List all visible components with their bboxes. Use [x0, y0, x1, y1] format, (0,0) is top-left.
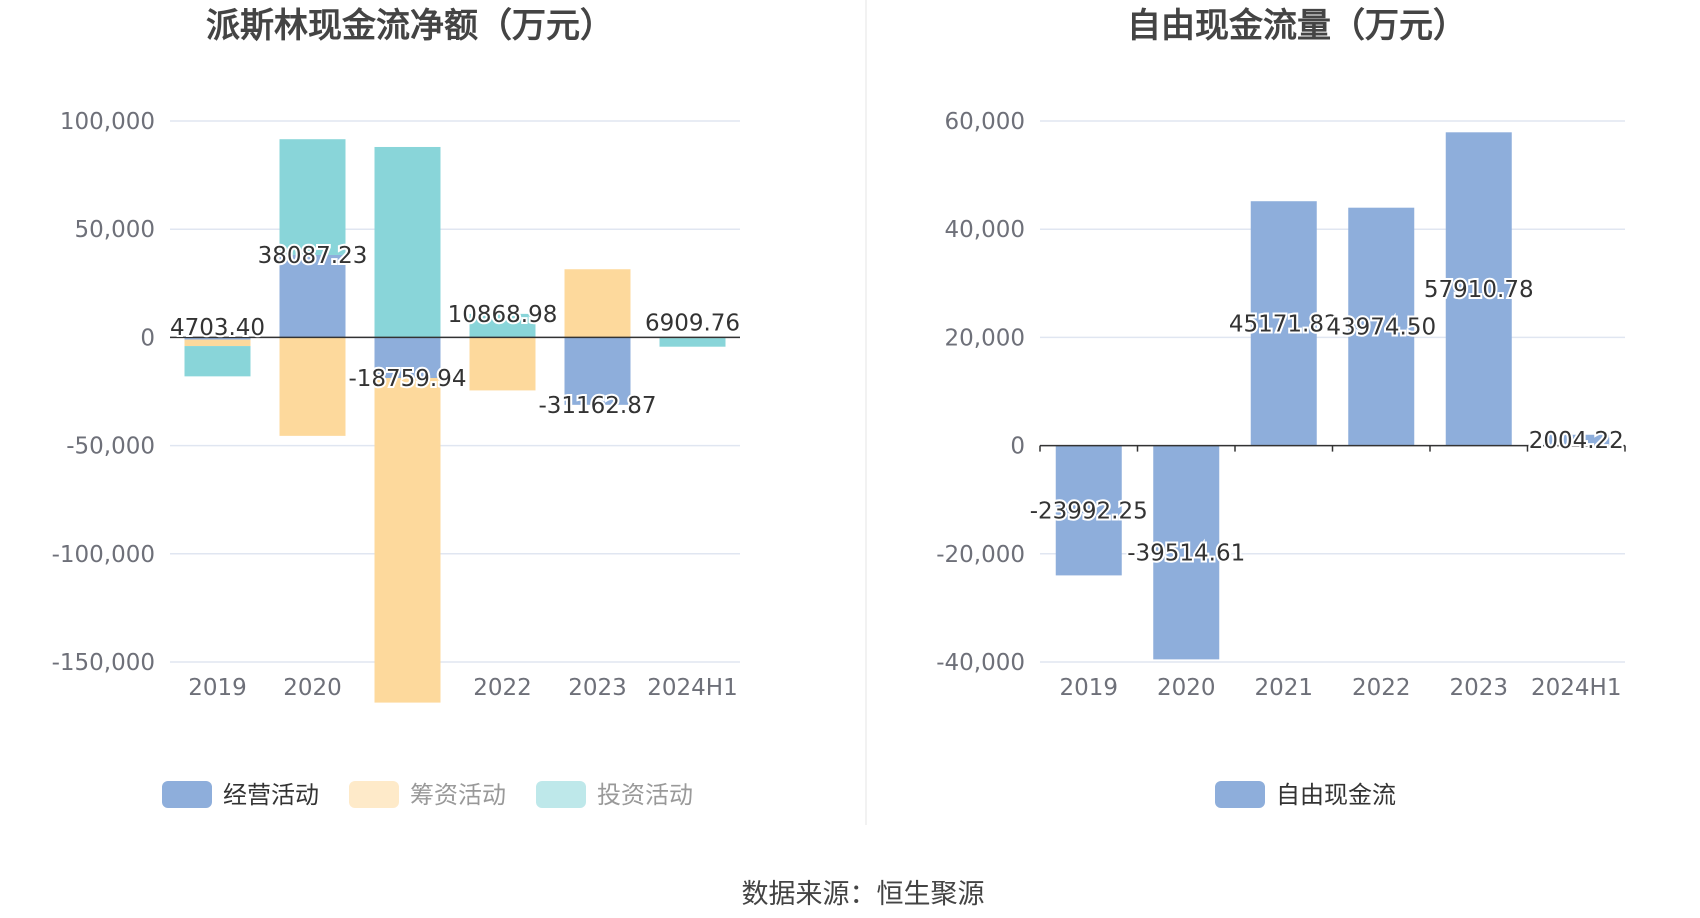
left-bar-投资活动 — [659, 338, 726, 347]
left-bar-筹资活动 — [469, 337, 536, 391]
left-x-tick-label: 2024H1 — [647, 675, 737, 701]
right-data-label: 43974.50 — [1326, 315, 1436, 341]
left-data-label: 6909.76 — [645, 310, 740, 336]
chart-title-left: 派斯林现金流净额（万元） — [206, 6, 614, 46]
right-y-tick-label: 0 — [1010, 434, 1025, 460]
left-y-tick-label: 100,000 — [60, 109, 155, 135]
left-bar-经营活动 — [564, 337, 631, 405]
right-bar-自由现金流 — [1055, 445, 1122, 576]
left-legend-label: 筹资活动 — [410, 781, 506, 809]
source-note: 数据来源：恒生聚源 — [742, 879, 985, 910]
right-data-label: 45171.82 — [1229, 311, 1339, 337]
right-x-tick-label: 2021 — [1254, 675, 1313, 701]
left-grid: 100,000 50,000 0 -50,000 -100,000 -150,000 201… — [52, 109, 740, 701]
right-x-tick-label: 2024H1 — [1531, 675, 1621, 701]
left-y-tick-label: 50,000 — [75, 217, 155, 243]
left-bar-筹资活动 — [279, 337, 346, 436]
right-bar-自由现金流 — [1445, 132, 1512, 446]
left-bar-筹资活动 — [184, 339, 251, 347]
right-y-tick-label: -20,000 — [936, 542, 1025, 568]
left-legend-label: 投资活动 — [597, 781, 693, 809]
right-legend: 自由现金流 — [1215, 781, 1396, 809]
left-data-label: 10868.98 — [448, 302, 558, 328]
left-legend-label: 经营活动 — [223, 781, 319, 809]
right-x-tick-label: 2022 — [1352, 675, 1411, 701]
right-bars — [1039, 132, 1626, 660]
left-y-tick-label: 0 — [140, 325, 155, 351]
left-data-label: 4703.40 — [170, 315, 265, 341]
left-y-tick-label: -50,000 — [66, 434, 155, 460]
left-x-tick-label: 2023 — [568, 675, 627, 701]
chart-title-right: 自由现金流量（万元） — [1127, 6, 1467, 46]
left-bars — [170, 139, 740, 703]
left-legend-swatch — [349, 781, 399, 808]
right-bar-自由现金流 — [1153, 445, 1220, 660]
left-x-tick-label: 2020 — [283, 675, 342, 701]
left-bar-投资活动 — [184, 346, 251, 377]
left-bar-经营活动 — [374, 337, 441, 378]
left-data-labels: 4703.40 38087.23 -18759.94 10868.98 -31162.8… — [168, 241, 742, 421]
right-data-label: -23992.25 — [1030, 498, 1148, 524]
left-bar-经营活动 — [279, 254, 346, 338]
right-y-tick-label: 20,000 — [945, 325, 1025, 351]
left-legend-swatch — [536, 781, 586, 808]
left-bar-投资活动 — [374, 146, 441, 338]
left-x-tick-label: 2022 — [473, 675, 532, 701]
left-bar-投资活动 — [279, 139, 346, 255]
left-data-label: -18759.94 — [348, 366, 466, 392]
left-legend: 经营活动 筹资活动 投资活动 — [162, 781, 693, 809]
right-legend-label: 自由现金流 — [1276, 781, 1396, 809]
left-bar-筹资活动 — [564, 269, 631, 338]
left-bar-经营活动 — [184, 337, 251, 340]
right-bar-自由现金流 — [1250, 201, 1317, 446]
left-bar-筹资活动 — [374, 377, 441, 703]
right-x-tick-label: 2020 — [1157, 675, 1216, 701]
right-legend-swatch — [1215, 781, 1265, 808]
left-legend-swatch — [162, 781, 212, 808]
left-data-label: -31162.87 — [538, 393, 656, 419]
right-data-label: 2004.22 — [1529, 428, 1624, 454]
right-y-tick-label: 40,000 — [945, 217, 1025, 243]
right-data-label: -39514.61 — [1127, 540, 1245, 566]
right-bar-自由现金流 — [1348, 207, 1415, 446]
right-x-tick-label: 2023 — [1449, 675, 1508, 701]
right-grid: 60,000 40,000 20,000 0 -20,000 -40,000 2019 202… — [936, 109, 1625, 701]
right-data-label: 57910.78 — [1424, 277, 1534, 303]
right-y-tick-label: -40,000 — [936, 650, 1025, 676]
left-y-tick-label: -100,000 — [52, 542, 155, 568]
left-x-tick-label: 2019 — [188, 675, 247, 701]
right-y-tick-label: 60,000 — [945, 109, 1025, 135]
left-y-tick-label: -150,000 — [52, 650, 155, 676]
left-bar-投资活动 — [469, 313, 536, 338]
right-x-tick-label: 2019 — [1059, 675, 1118, 701]
left-data-label: 38087.23 — [258, 243, 368, 269]
right-bar-自由现金流 — [1543, 434, 1610, 446]
